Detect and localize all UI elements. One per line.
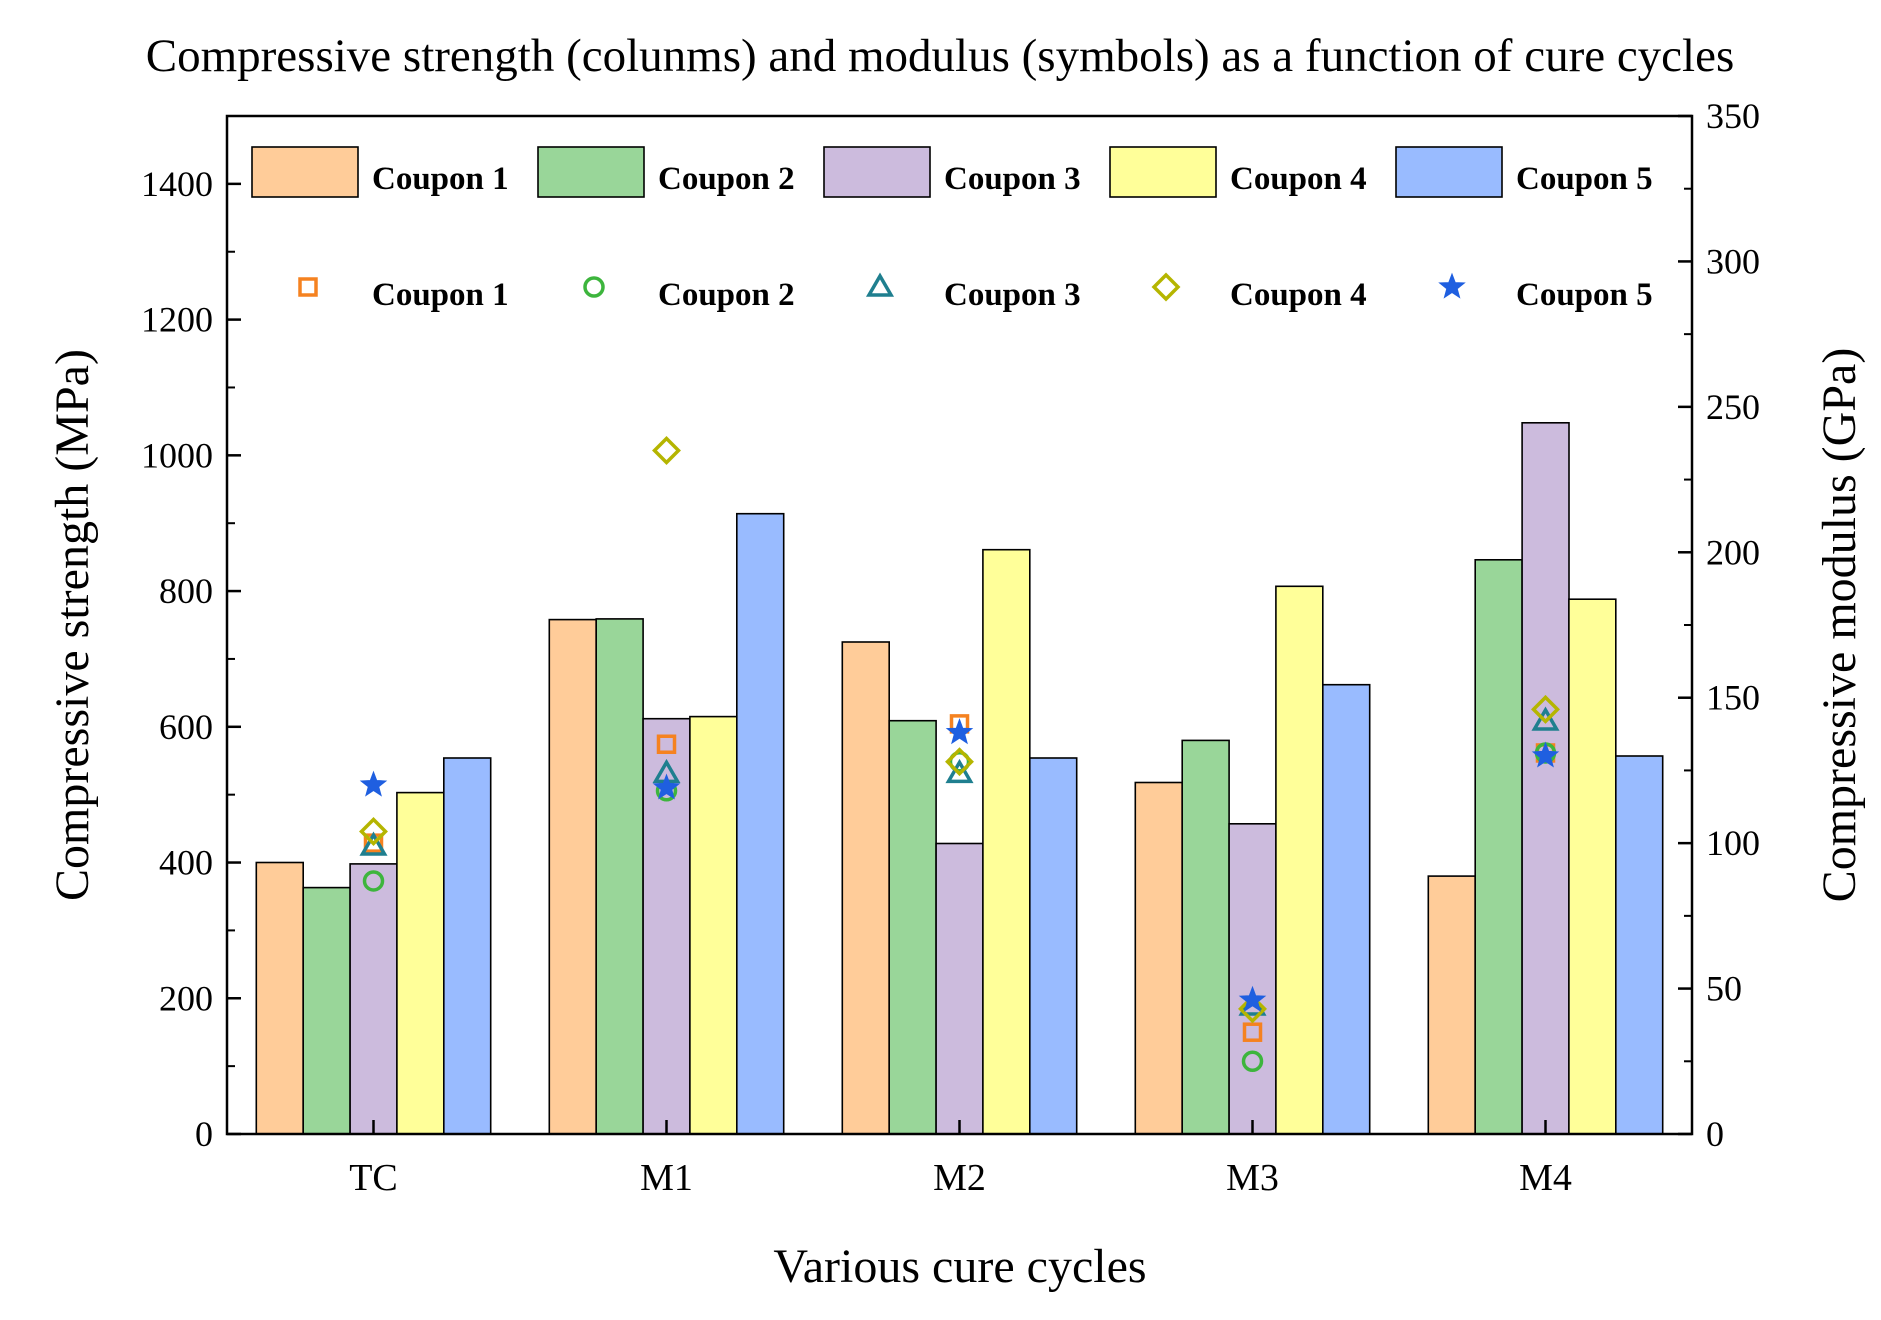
bar-tc-coupon-1 [255,861,304,1135]
y2-tick-label: 150 [1706,678,1760,718]
legend-bar-label: Coupon 5 [1516,161,1653,197]
y2-tick-label: 250 [1706,387,1760,427]
y-tick-label: 400 [159,843,213,883]
modulus-point-m4-coupon-4 [1531,694,1560,724]
x-tick-label: M1 [640,1157,693,1199]
bar-m2-coupon-2 [888,719,937,1135]
y-tick-label: 1000 [141,435,213,475]
modulus-point-m2-coupon-4 [945,747,974,777]
bar-m3-coupon-1 [1134,781,1184,1135]
y-axis-title: Compressive strength (MPa) [46,349,99,901]
x-tick-label: M4 [1519,1157,1572,1199]
modulus-point-m2-coupon-3 [945,758,974,784]
bar-m3-coupon-4 [1275,585,1324,1135]
legend-bar-swatch-coupon-4 [1109,146,1217,198]
y2-tick-label: 300 [1706,241,1760,281]
y-tick-label: 1200 [141,300,213,340]
modulus-point-m4-coupon-5 [1531,741,1560,768]
chart-title: Compressive strength (colunms) and modul… [146,30,1735,82]
modulus-point-tc-coupon-5 [359,770,388,797]
legend-bar-label: Coupon 2 [658,161,795,197]
bar-m4-coupon-5 [1615,755,1664,1135]
plot-frame [225,114,1694,1136]
y2-tick-label: 350 [1706,96,1760,136]
modulus-point-tc-coupon-4 [359,817,388,846]
y-tick-label: 1400 [141,164,213,204]
bar-tc-coupon-5 [442,757,492,1135]
legend-bar-label: Coupon 4 [1230,161,1367,197]
legend-bar-label: Coupon 3 [944,161,1081,197]
legend-marker-label: Coupon 4 [1230,277,1367,313]
bar-m4-coupon-1 [1427,875,1477,1135]
legend-marker-star-icon [1438,272,1466,299]
bar-m2-coupon-5 [1029,757,1078,1135]
bar-m2-coupon-3 [935,842,984,1135]
y2-tick-label: 100 [1706,823,1760,863]
modulus-point-m1-coupon-5 [652,773,681,800]
modulus-point-m3-coupon-1 [1242,1022,1263,1042]
modulus-point-m1-coupon-4 [652,436,681,465]
legend-bar-swatch-coupon-3 [823,146,931,198]
legend-bar-label: Coupon 1 [372,161,509,197]
bar-m1-coupon-4 [689,715,738,1135]
y2-tick-label: 0 [1706,1114,1724,1154]
bar-tc-coupon-3 [349,863,398,1135]
x-tick-label: M3 [1226,1157,1279,1199]
x-tick-label: M2 [933,1157,986,1199]
bar-m3-coupon-3 [1228,822,1277,1135]
modulus-point-tc-coupon-2 [362,870,385,892]
bar-m3-coupon-2 [1181,739,1230,1135]
modulus-point-m3-coupon-5 [1238,985,1267,1012]
bar-m4-coupon-3 [1521,421,1570,1135]
bar-m1-coupon-2 [595,618,644,1135]
legend-bar-swatch-coupon-1 [251,146,359,198]
modulus-point-m2-coupon-2 [948,750,971,773]
legend-marker-label: Coupon 3 [944,277,1081,313]
bar-m4-coupon-4 [1568,598,1617,1135]
modulus-point-m4-coupon-3 [1531,706,1560,731]
bar-tc-coupon-2 [302,886,351,1135]
bar-tc-coupon-4 [396,791,445,1135]
legend-marker-label: Coupon 5 [1516,277,1653,313]
y2-tick-label: 50 [1706,969,1742,1009]
x-axis-title: Various cure cycles [773,1240,1146,1293]
modulus-point-m3-coupon-4 [1238,994,1267,1024]
legend-marker-label: Coupon 1 [372,277,509,313]
bar-m4-coupon-2 [1474,558,1523,1135]
bar-m2-coupon-4 [982,548,1031,1135]
legend-bar-swatch-coupon-2 [537,146,645,198]
bar-m1-coupon-5 [735,512,785,1135]
y2-axis-title: Compressive modulus (GPa) [1813,348,1866,903]
y2-tick-label: 200 [1706,532,1760,572]
y-tick-label: 0 [195,1114,213,1154]
bar-m2-coupon-1 [841,641,890,1135]
bar-m1-coupon-1 [548,618,597,1135]
legend-marker-circle-icon [583,276,605,298]
modulus-point-m1-coupon-1 [656,734,677,755]
legend-marker-diamond-icon [1151,272,1181,302]
modulus-point-tc-coupon-3 [359,831,388,856]
legend-marker-label: Coupon 2 [658,277,795,313]
modulus-point-m2-coupon-5 [945,718,974,745]
y-tick-label: 200 [159,978,213,1018]
y-tick-label: 600 [159,707,213,747]
bar-m3-coupon-5 [1322,683,1371,1135]
legend-marker-triangle-icon [865,272,895,297]
modulus-point-m3-coupon-2 [1241,1050,1264,1073]
x-tick-label: TC [349,1157,398,1199]
y-tick-label: 800 [159,571,213,611]
legend-bar-swatch-coupon-5 [1395,146,1503,198]
legend-marker-square-icon [298,277,318,297]
